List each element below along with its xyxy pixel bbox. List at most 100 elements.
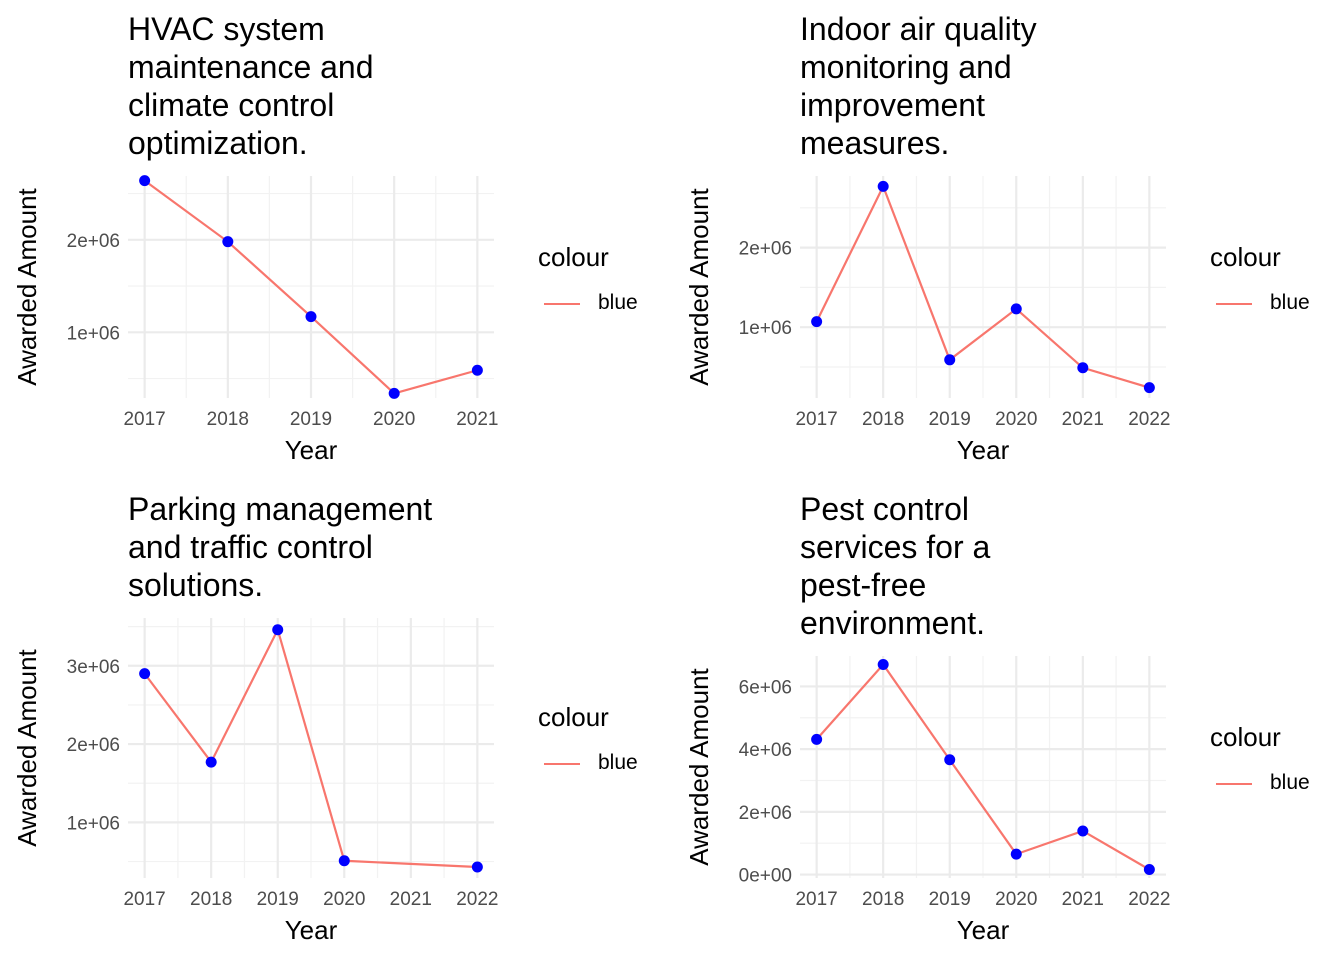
data-point — [388, 387, 400, 399]
data-point — [272, 624, 284, 636]
x-tick-label: 2017 — [795, 889, 837, 910]
chart-panel-hvac: HVAC system maintenance and climate cont… — [0, 0, 672, 480]
x-tick-label: 2022 — [456, 889, 498, 910]
y-tick-label: 4e+06 — [739, 740, 792, 761]
x-tick-label: 2019 — [290, 409, 332, 430]
chart-panel-parking: Parking management and traffic control s… — [0, 480, 672, 960]
x-tick-label: 2020 — [373, 409, 415, 430]
data-point — [811, 316, 823, 328]
title-line: and traffic control — [128, 529, 373, 565]
legend-label: blue — [1270, 771, 1310, 794]
title-line: climate control — [128, 87, 335, 123]
x-tick-label: 2017 — [795, 409, 837, 430]
y-axis-title: Awarded Amount — [12, 648, 42, 846]
legend-label: blue — [1270, 291, 1310, 314]
chart-svg: 1e+06 2e+06 3e+06 2017 2018 2019 2020 2021 2022 Y… — [12, 618, 499, 945]
legend-label: blue — [598, 751, 638, 774]
y-tick-label: 2e+06 — [67, 735, 120, 756]
series-line — [815, 662, 1150, 871]
data-point — [1010, 848, 1022, 860]
x-axis-title: Year — [285, 915, 338, 945]
title-line: solutions. — [128, 567, 264, 603]
data-point — [1010, 303, 1022, 315]
title-line: pest-free — [800, 567, 927, 603]
title-line: improvement — [800, 87, 985, 123]
y-tick-label: 2e+06 — [739, 239, 792, 260]
data-point — [471, 364, 483, 376]
legend: colour blue — [1210, 722, 1340, 800]
x-tick-label: 2017 — [123, 409, 165, 430]
chart-svg: 1e+06 2e+06 2017 2018 2019 2020 2021 Year Awarde… — [12, 175, 499, 465]
x-tick-label: 2019 — [257, 889, 299, 910]
x-tick-label: 2021 — [1062, 409, 1104, 430]
title-line: maintenance and — [128, 49, 374, 85]
data-point — [944, 354, 956, 366]
x-tick-label: 2018 — [862, 889, 904, 910]
legend-label: blue — [598, 291, 638, 314]
x-tick-label: 2021 — [1062, 889, 1104, 910]
data-point — [1143, 382, 1155, 394]
data-point — [1143, 864, 1155, 876]
chart-svg: 1e+06 2e+06 2017 2018 2019 2020 2021 2022 Year Aw… — [684, 176, 1171, 465]
x-tick-label: 2020 — [995, 889, 1037, 910]
data-point — [944, 754, 956, 766]
legend: colour blue — [538, 242, 668, 320]
legend-line-key — [1216, 783, 1252, 785]
data-point — [1077, 362, 1089, 374]
data-point — [338, 855, 350, 867]
y-tick-label: 6e+06 — [739, 677, 792, 698]
x-tick-label: 2022 — [1128, 409, 1170, 430]
x-tick-label: 2019 — [929, 889, 971, 910]
data-point — [139, 175, 151, 187]
chart-title: Pest control services for a pest-free en… — [800, 490, 1180, 642]
x-tick-label: 2020 — [995, 409, 1037, 430]
legend: colour blue — [1210, 242, 1340, 320]
chart-panel-indoor-air: Indoor air quality monitoring and improv… — [672, 0, 1344, 480]
x-tick-label: 2020 — [323, 889, 365, 910]
legend-entry: blue — [1210, 290, 1340, 320]
y-tick-label: 2e+06 — [67, 231, 120, 252]
legend-entry: blue — [538, 750, 668, 780]
legend-line-key — [1216, 303, 1252, 305]
data-point — [139, 668, 151, 680]
x-tick-label: 2022 — [1128, 889, 1170, 910]
legend-line-key — [544, 303, 580, 305]
x-tick-label: 2021 — [390, 889, 432, 910]
x-tick-label: 2017 — [123, 889, 165, 910]
data-point — [1077, 825, 1089, 837]
legend: colour blue — [538, 702, 668, 780]
x-tick-label: 2021 — [456, 409, 498, 430]
title-line: optimization. — [128, 125, 308, 161]
title-line: measures. — [800, 125, 950, 161]
chart-title: HVAC system maintenance and climate cont… — [128, 10, 508, 162]
x-tick-label: 2018 — [207, 409, 249, 430]
legend-line-key — [544, 763, 580, 765]
legend-title: colour — [1210, 722, 1281, 752]
x-tick-label: 2018 — [190, 889, 232, 910]
title-line: environment. — [800, 605, 985, 641]
y-tick-label: 0e+00 — [739, 866, 792, 887]
x-axis-title: Year — [957, 915, 1010, 945]
y-tick-label: 1e+06 — [739, 318, 792, 339]
y-axis-title: Awarded Amount — [684, 187, 714, 385]
y-tick-label: 3e+06 — [67, 657, 120, 678]
x-axis-title: Year — [957, 435, 1010, 465]
title-line: Pest control — [800, 491, 969, 527]
chart-panel-pest-control: Pest control services for a pest-free en… — [672, 480, 1344, 960]
legend-entry: blue — [538, 290, 668, 320]
title-line: HVAC system — [128, 11, 325, 47]
data-point — [222, 236, 234, 248]
x-axis-title: Year — [285, 435, 338, 465]
series-line — [815, 183, 1150, 389]
y-tick-label: 2e+06 — [739, 803, 792, 824]
x-tick-label: 2018 — [862, 409, 904, 430]
title-line: Parking management — [128, 491, 433, 527]
title-line: Indoor air quality — [800, 11, 1037, 47]
chart-title: Parking management and traffic control s… — [128, 490, 508, 604]
y-tick-label: 1e+06 — [67, 323, 120, 344]
y-axis-title: Awarded Amount — [12, 187, 42, 385]
data-point — [811, 733, 823, 745]
title-line: monitoring and — [800, 49, 1012, 85]
title-line: services for a — [800, 529, 991, 565]
legend-title: colour — [538, 702, 609, 732]
